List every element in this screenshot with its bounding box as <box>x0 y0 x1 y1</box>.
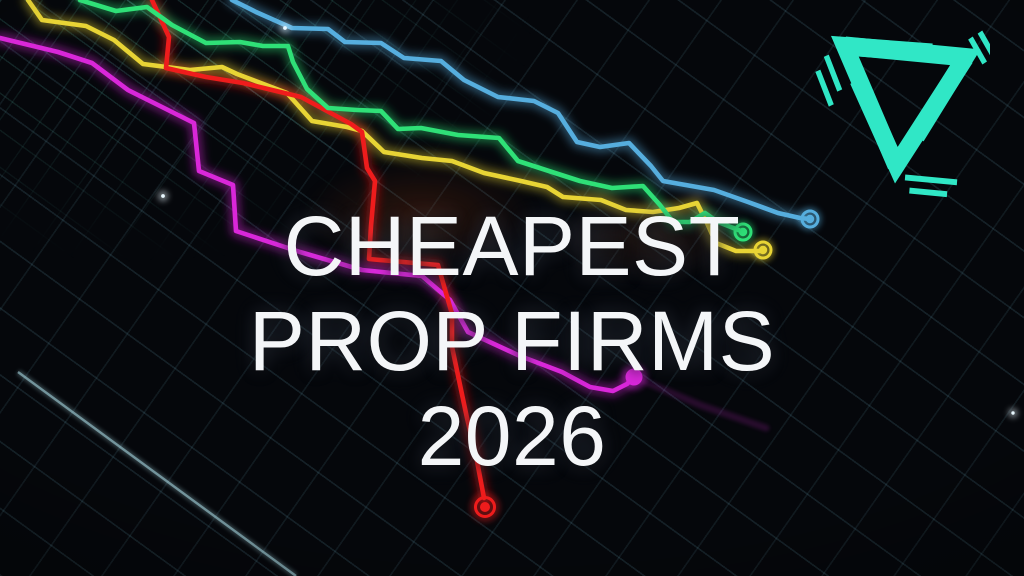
title-line-3: 2026 <box>417 389 607 483</box>
title-line-1: CHEAPEST <box>283 199 741 293</box>
sparkle-star-core <box>283 26 287 30</box>
title-line-2: PROP FIRMS <box>248 294 776 388</box>
sparkle-star-core <box>161 194 165 198</box>
triangle-logo <box>815 30 990 198</box>
triangle-logo-marks <box>815 30 990 198</box>
title-block: CHEAPEST PROP FIRMS 2026 <box>0 199 1024 484</box>
triangle-logo-arms <box>830 35 981 184</box>
red-endpoint-dot <box>480 502 490 512</box>
triangle-logo-speedlines <box>815 30 990 198</box>
